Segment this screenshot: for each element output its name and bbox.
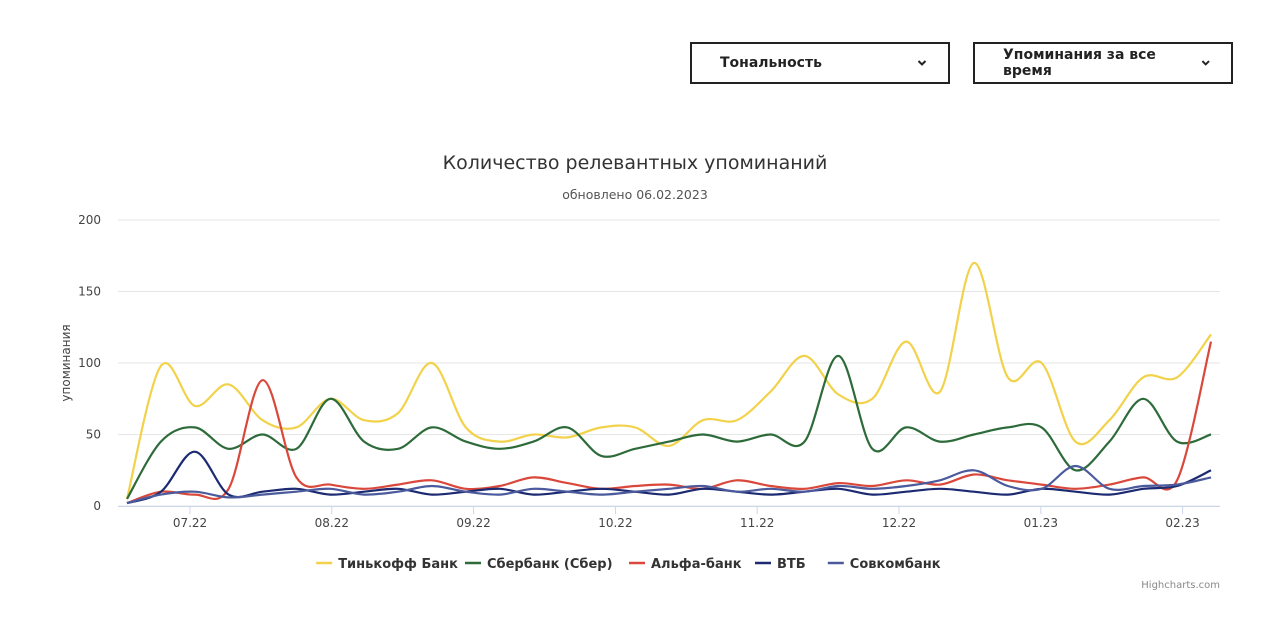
chart-title: Количество релевантных упоминаний xyxy=(443,152,828,174)
y-tick-label: 100 xyxy=(78,356,101,370)
legend-item[interactable]: Тинькофф Банк xyxy=(316,557,458,572)
x-tick-label: 01.23 xyxy=(1024,516,1058,530)
legend-item[interactable]: Сбербанк (Сбер) xyxy=(465,557,613,572)
y-tick-label: 150 xyxy=(78,285,101,299)
chevron-down-icon xyxy=(1201,60,1210,66)
legend-item[interactable]: Альфа-банк xyxy=(629,557,742,572)
tone-dropdown[interactable]: Тональность xyxy=(690,42,950,84)
chevron-down-icon xyxy=(917,60,927,66)
legend-item[interactable]: Совкомбанк xyxy=(827,557,941,572)
legend-label: Сбербанк (Сбер) xyxy=(487,557,613,572)
legend-label: Совкомбанк xyxy=(850,557,941,572)
x-tick-label: 08.22 xyxy=(315,516,349,530)
legend-item[interactable]: ВТБ xyxy=(755,557,806,572)
period-dropdown-label: Упоминания за все время xyxy=(1003,47,1156,79)
y-axis-label: упоминания xyxy=(59,324,73,401)
legend-label: Тинькофф Банк xyxy=(338,557,458,572)
x-tick-label: 10.22 xyxy=(598,516,632,530)
legend-label: ВТБ xyxy=(777,557,806,572)
y-axis-ticks: 0 50 100 150 200 xyxy=(78,213,101,513)
grid-lines xyxy=(118,219,1220,507)
x-tick-label: 02.23 xyxy=(1165,516,1199,530)
chart-subtitle: обновлено 06.02.2023 xyxy=(562,187,708,202)
y-tick-label: 0 xyxy=(93,499,101,513)
series-line-3[interactable] xyxy=(126,341,1213,505)
series-line-5[interactable] xyxy=(126,464,1212,505)
series-line-2[interactable] xyxy=(126,354,1212,500)
tone-dropdown-label: Тональность xyxy=(720,55,822,71)
legend: Тинькофф Банк Сбербанк (Сбер) Альфа-банк ВТ… xyxy=(316,557,941,572)
series-line-1[interactable] xyxy=(125,261,1212,500)
legend-label: Альфа-банк xyxy=(651,557,742,572)
x-tick-label: 07.22 xyxy=(173,516,207,530)
series-lines xyxy=(125,261,1213,505)
x-tick-label: 09.22 xyxy=(456,516,490,530)
period-dropdown[interactable]: Упоминания за все время xyxy=(973,42,1233,84)
y-tick-label: 50 xyxy=(86,428,101,442)
x-axis-ticks: 07.22 08.22 09.22 10.22 11.22 12.22 01.23 02.23 xyxy=(173,506,1200,530)
y-tick-label: 200 xyxy=(78,213,101,227)
x-tick-label: 11.22 xyxy=(740,516,774,530)
credits-link[interactable]: Highcharts.com xyxy=(1141,580,1220,591)
x-tick-label: 12.22 xyxy=(882,516,916,530)
